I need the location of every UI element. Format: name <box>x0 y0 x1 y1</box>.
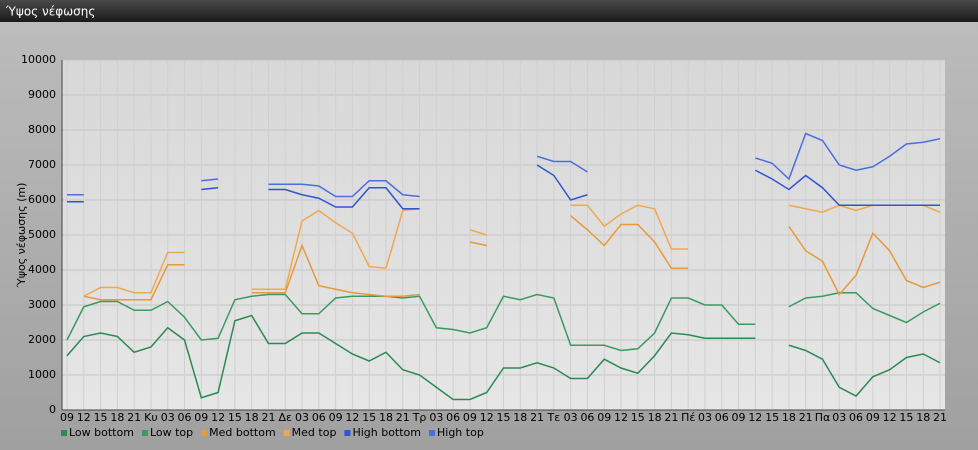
legend-label: Low bottom <box>69 426 134 439</box>
y-tick-label: 7000 <box>28 158 56 171</box>
x-tick-label: 15 <box>899 411 913 424</box>
legend-swatch <box>344 430 351 436</box>
x-tick-label: 18 <box>110 411 124 424</box>
x-tick-label: 15 <box>94 411 108 424</box>
x-tick-label: Δε <box>279 411 293 424</box>
legend-label: High bottom <box>352 426 421 439</box>
x-tick-label: 15 <box>362 411 376 424</box>
y-tick-label: 6000 <box>28 193 56 206</box>
y-axis-title: Ύψος νέφωσης (m) <box>15 183 28 289</box>
x-tick-label: 09 <box>194 411 208 424</box>
x-tick-label: 18 <box>916 411 930 424</box>
y-tick-label: 5000 <box>28 228 56 241</box>
title-bar <box>0 0 978 22</box>
series-line <box>66 314 941 401</box>
series-line <box>67 164 940 210</box>
series-line <box>83 204 941 297</box>
legend-label: Med top <box>292 426 337 439</box>
x-tick-label: 12 <box>345 411 359 424</box>
x-tick-label: 15 <box>765 411 779 424</box>
y-tick-label: 10000 <box>21 53 56 66</box>
x-tick-label: Τρ <box>412 411 427 424</box>
legend-label: Low top <box>150 426 193 439</box>
y-tick-label: 9000 <box>28 88 56 101</box>
x-tick-label: 03 <box>832 411 846 424</box>
x-tick-label: 06 <box>715 411 729 424</box>
legend-swatch <box>201 430 208 436</box>
x-tick-label: 12 <box>748 411 762 424</box>
x-tick-label: 06 <box>580 411 594 424</box>
x-tick-label: 12 <box>77 411 91 424</box>
y-tick-label: 8000 <box>28 123 56 136</box>
x-tick-label: Τε <box>547 411 561 424</box>
y-tick-label: 3000 <box>28 298 56 311</box>
x-tick-label: Πα <box>815 411 831 424</box>
x-tick-label: 15 <box>631 411 645 424</box>
x-tick-label: 12 <box>883 411 897 424</box>
x-tick-label: 03 <box>564 411 578 424</box>
x-tick-label: 18 <box>379 411 393 424</box>
x-tick-label: Πέ <box>681 411 695 424</box>
x-tick-label: 15 <box>228 411 242 424</box>
legend-label: High top <box>437 426 484 439</box>
x-tick-label: 09 <box>329 411 343 424</box>
legend-swatch <box>283 430 290 436</box>
x-tick-label: 03 <box>161 411 175 424</box>
x-tick-label: 18 <box>245 411 259 424</box>
x-tick-label: 09 <box>60 411 74 424</box>
x-tick-label: 21 <box>530 411 544 424</box>
series-line <box>66 292 941 352</box>
x-tick-label: 03 <box>429 411 443 424</box>
x-tick-label: 21 <box>261 411 275 424</box>
x-tick-label: 09 <box>463 411 477 424</box>
x-tick-label: 12 <box>614 411 628 424</box>
x-tick-label: 09 <box>732 411 746 424</box>
x-tick-label: 12 <box>480 411 494 424</box>
y-tick-label: 2000 <box>28 333 56 346</box>
x-tick-label: 18 <box>513 411 527 424</box>
x-tick-label: 06 <box>178 411 192 424</box>
y-tick-label: 4000 <box>28 263 56 276</box>
x-tick-label: 12 <box>211 411 225 424</box>
y-tick-label: 0 <box>49 403 56 416</box>
x-tick-label: 18 <box>782 411 796 424</box>
legend-swatch <box>141 430 148 436</box>
y-tick-label: 1000 <box>28 368 56 381</box>
x-tick-label: 21 <box>799 411 813 424</box>
x-tick-label: 21 <box>396 411 410 424</box>
x-tick-label: 21 <box>127 411 141 424</box>
x-tick-label: 21 <box>933 411 947 424</box>
legend-swatch <box>429 430 435 436</box>
legend-label: Med bottom <box>209 426 276 439</box>
x-tick-label: Κυ <box>144 411 158 424</box>
x-tick-label: 09 <box>866 411 880 424</box>
x-tick-label: 09 <box>597 411 611 424</box>
x-tick-label: 15 <box>497 411 511 424</box>
x-tick-label: 18 <box>648 411 662 424</box>
x-tick-label: 06 <box>849 411 863 424</box>
legend-swatch <box>61 430 67 436</box>
x-tick-label: 03 <box>698 411 712 424</box>
series-line <box>67 132 941 198</box>
x-tick-label: 21 <box>664 411 678 424</box>
series-line <box>83 215 941 301</box>
x-tick-label: 06 <box>446 411 460 424</box>
window-title: Ύψος νέφωσης <box>5 5 95 19</box>
x-tick-label: 06 <box>312 411 326 424</box>
x-tick-label: 03 <box>295 411 309 424</box>
